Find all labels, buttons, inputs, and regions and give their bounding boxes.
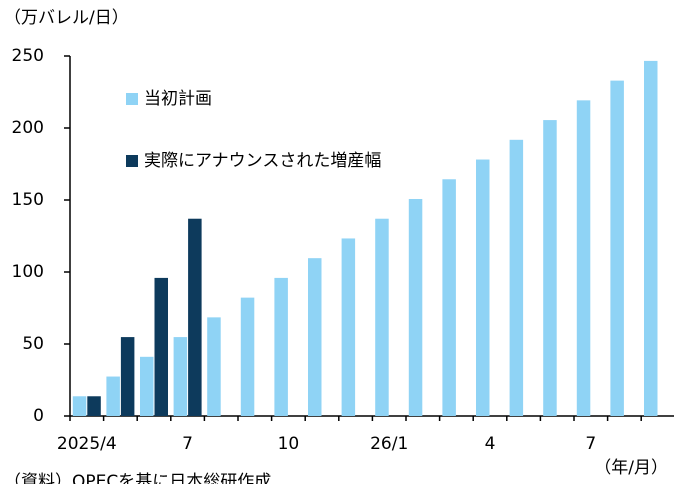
- bar: [188, 218, 202, 416]
- y-tick-label: 0: [33, 406, 44, 426]
- bar: [274, 277, 288, 416]
- bar: [576, 100, 591, 417]
- bar: [442, 179, 456, 416]
- y-tick-label: 250: [12, 46, 44, 66]
- bar: [543, 120, 557, 416]
- x-axis-label: （年/月）: [594, 458, 668, 478]
- legend-label: 当初計画: [144, 89, 212, 109]
- bar: [154, 277, 168, 416]
- legend-swatch: [126, 155, 138, 167]
- bar: [106, 376, 120, 416]
- bar: [375, 218, 389, 416]
- x-tick-label: 10: [278, 434, 300, 454]
- bar: [644, 60, 658, 417]
- y-tick-label: 100: [12, 262, 44, 282]
- bar: [140, 356, 154, 416]
- bar: [308, 258, 322, 416]
- bar: [72, 396, 87, 416]
- x-tick-label: 7: [585, 434, 596, 454]
- bar: [509, 139, 524, 417]
- bar: [341, 238, 356, 416]
- y-tick-label: 150: [12, 190, 44, 210]
- x-tick-label: 2025/4: [57, 434, 117, 454]
- bar: [408, 198, 423, 416]
- bar: [173, 337, 188, 416]
- y-tick-label: 200: [12, 118, 44, 138]
- bar: [207, 317, 221, 416]
- bar: [120, 337, 135, 416]
- x-tick-label: 26/1: [370, 434, 408, 454]
- bar: [476, 159, 490, 416]
- source-note: （資料）OPECを基に日本総研作成: [4, 472, 271, 484]
- x-tick-label: 4: [485, 434, 496, 454]
- y-axis-label: （万バレル/日）: [4, 8, 129, 28]
- bar: [610, 80, 624, 417]
- legend-swatch: [126, 93, 138, 105]
- bar: [240, 297, 255, 416]
- y-tick-label: 50: [22, 334, 44, 354]
- bar: [87, 396, 101, 416]
- legend-label: 実際にアナウンスされた増産幅: [144, 151, 381, 171]
- x-tick-label: 7: [182, 434, 193, 454]
